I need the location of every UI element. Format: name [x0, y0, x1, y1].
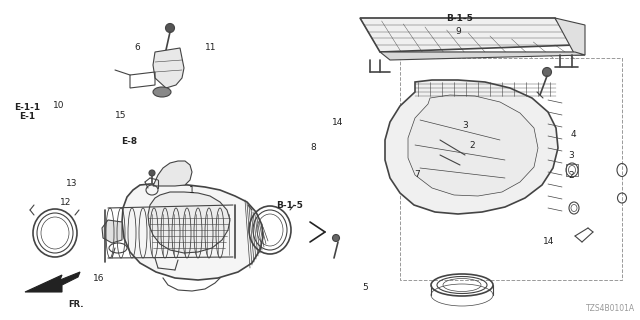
Text: 7: 7: [415, 170, 420, 179]
Text: 2: 2: [470, 141, 475, 150]
Polygon shape: [408, 95, 538, 196]
Ellipse shape: [543, 68, 552, 76]
Polygon shape: [153, 48, 184, 88]
Text: 14: 14: [543, 237, 554, 246]
Text: 11: 11: [205, 43, 217, 52]
Ellipse shape: [333, 235, 339, 242]
Text: 6: 6: [135, 43, 140, 52]
Polygon shape: [385, 80, 558, 214]
Bar: [566, 164, 578, 176]
Text: 2: 2: [569, 171, 574, 180]
Text: 10: 10: [53, 101, 65, 110]
Ellipse shape: [166, 23, 175, 33]
Polygon shape: [25, 272, 80, 292]
Polygon shape: [153, 161, 192, 186]
Text: 4: 4: [571, 130, 576, 139]
Polygon shape: [380, 52, 585, 60]
Polygon shape: [555, 18, 585, 55]
Text: 13: 13: [66, 179, 77, 188]
Text: 3: 3: [463, 121, 468, 130]
Text: E-1: E-1: [19, 112, 36, 121]
Bar: [400, 58, 622, 280]
Ellipse shape: [149, 170, 155, 176]
Ellipse shape: [153, 87, 171, 97]
Text: 8: 8: [311, 143, 316, 152]
Text: B-1-5: B-1-5: [276, 201, 303, 210]
Text: 5: 5: [362, 284, 367, 292]
Polygon shape: [102, 220, 122, 243]
Text: 1: 1: [189, 186, 195, 195]
Text: E-8: E-8: [121, 137, 138, 146]
Text: 12: 12: [60, 198, 71, 207]
Text: 15: 15: [115, 111, 126, 120]
Polygon shape: [360, 18, 575, 52]
Text: 3: 3: [569, 151, 574, 160]
Text: B-1-5: B-1-5: [446, 14, 473, 23]
Text: TZS4B0101A: TZS4B0101A: [586, 304, 635, 313]
Text: 14: 14: [332, 118, 343, 127]
Text: FR.: FR.: [68, 300, 83, 309]
Polygon shape: [122, 184, 263, 280]
Text: 9: 9: [456, 27, 461, 36]
Polygon shape: [400, 145, 430, 175]
Text: E-1-1: E-1-1: [15, 103, 40, 112]
Polygon shape: [148, 192, 230, 253]
Text: 16: 16: [93, 274, 105, 283]
